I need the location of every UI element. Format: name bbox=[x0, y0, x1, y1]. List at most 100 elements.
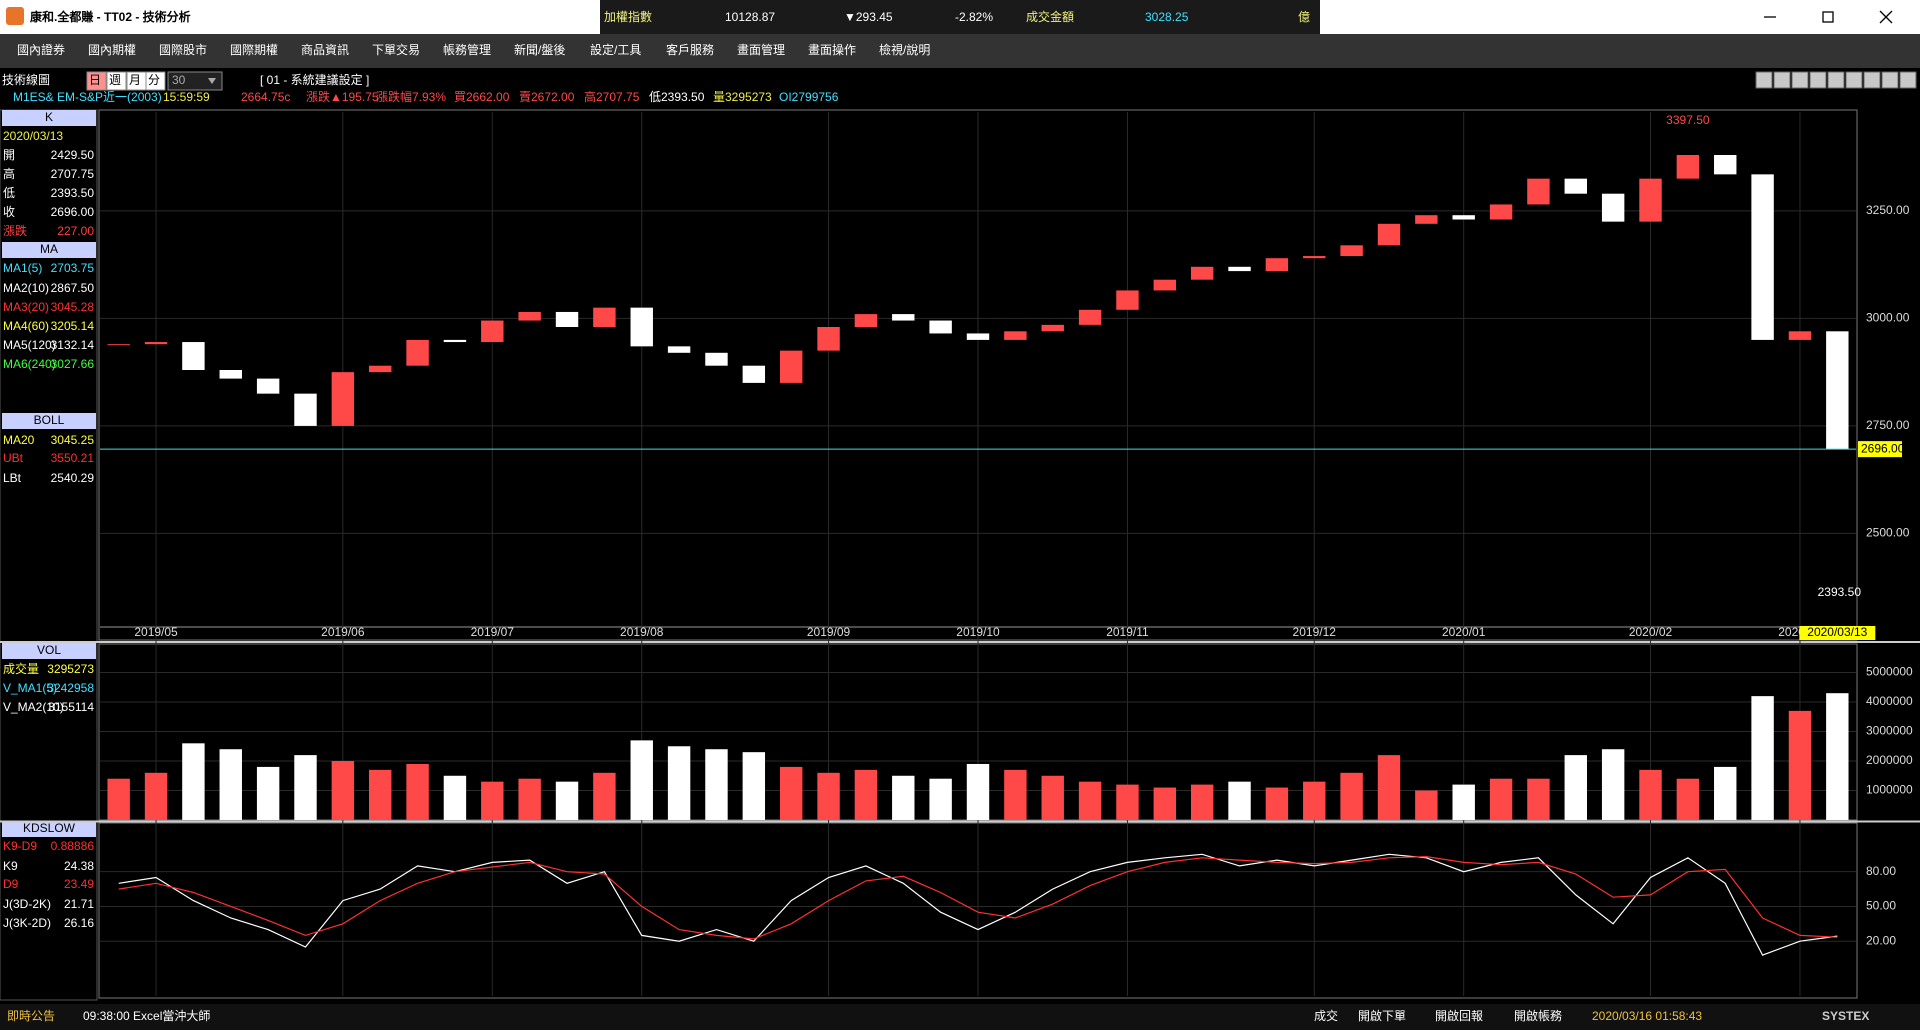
x-tick-label: 2019/11 bbox=[1106, 625, 1149, 639]
interval-select[interactable] bbox=[167, 71, 223, 91]
period-label: 日 bbox=[89, 73, 101, 87]
tool-button[interactable] bbox=[1755, 71, 1773, 89]
volume-bar bbox=[481, 781, 504, 820]
candle-body bbox=[1303, 256, 1326, 259]
candle-body bbox=[256, 378, 280, 394]
candle-body bbox=[1751, 174, 1774, 340]
tool-button[interactable] bbox=[1881, 71, 1899, 89]
tool-button[interactable] bbox=[1809, 71, 1827, 89]
y-tick-label: 5000000 bbox=[1866, 665, 1913, 679]
menu-item[interactable]: 國際股市 bbox=[159, 42, 207, 57]
menu-item[interactable]: 畫面管理 bbox=[737, 42, 785, 57]
tool-button[interactable] bbox=[1791, 71, 1809, 89]
candle-body bbox=[1078, 309, 1102, 325]
status-button[interactable]: 成交 bbox=[1314, 1008, 1338, 1023]
menu-item[interactable]: 國內期權 bbox=[88, 43, 136, 57]
tool-button[interactable] bbox=[1845, 71, 1863, 89]
window-title: 康和.全都賺 - TT02 - 技術分析 bbox=[30, 9, 191, 24]
app-icon bbox=[6, 7, 24, 25]
period-button[interactable] bbox=[145, 71, 166, 91]
candle-body bbox=[369, 365, 392, 373]
status-datetime: 2020/03/16 01:58:43 bbox=[1592, 1009, 1702, 1023]
volume-bar bbox=[892, 775, 915, 820]
x-tick-label: 2020/02 bbox=[1629, 625, 1673, 639]
volume-bar bbox=[1639, 769, 1662, 820]
status-button[interactable]: 開啟帳務 bbox=[1514, 1008, 1562, 1023]
row-label: K9-D9 bbox=[3, 839, 37, 853]
section-header-bg bbox=[2, 242, 96, 258]
candle-body bbox=[1340, 245, 1363, 257]
y-tick-label: 80.00 bbox=[1866, 864, 1896, 878]
volume-bar bbox=[1377, 755, 1401, 820]
menu-item[interactable]: 下單交易 bbox=[372, 42, 420, 57]
menu-item[interactable]: 國內證券 bbox=[17, 42, 65, 57]
menu-item[interactable]: 商品資訊 bbox=[301, 42, 349, 57]
menu-item[interactable]: 畫面操作 bbox=[808, 42, 856, 57]
x-tick-label: 2019/10 bbox=[956, 625, 1000, 639]
volume-bar bbox=[1826, 693, 1849, 820]
row-label: J(3D-2K) bbox=[3, 897, 51, 911]
menu-item[interactable]: 檢視/說明 bbox=[879, 42, 930, 57]
row-label: LBt bbox=[3, 471, 22, 485]
row-label: MA4(60) bbox=[3, 319, 49, 333]
volume-bar bbox=[1452, 784, 1475, 820]
section-header-bg bbox=[2, 413, 96, 429]
quote-field: 15:59:59 bbox=[163, 90, 210, 104]
volume-bar bbox=[219, 749, 242, 820]
candle-body bbox=[555, 311, 579, 327]
row-label: 開 bbox=[3, 148, 15, 162]
volume-bar bbox=[929, 778, 952, 820]
candle-body bbox=[892, 314, 915, 321]
period-button[interactable] bbox=[106, 71, 127, 91]
menu-item[interactable]: 客戶服務 bbox=[666, 42, 714, 57]
close-button[interactable] bbox=[1879, 10, 1893, 24]
volume-bar bbox=[705, 749, 728, 820]
menu-item[interactable]: 設定/工具 bbox=[590, 42, 641, 57]
tool-button[interactable] bbox=[1863, 71, 1881, 89]
row-label: V_MA1(5) bbox=[3, 681, 57, 695]
candle-body bbox=[144, 342, 168, 345]
row-value: 3295273 bbox=[47, 662, 94, 676]
menu-item[interactable]: 帳務管理 bbox=[443, 42, 491, 57]
menu-item[interactable]: 新聞/盤後 bbox=[514, 42, 565, 57]
chart-area bbox=[0, 68, 1920, 1004]
maximize-button[interactable] bbox=[1822, 11, 1834, 23]
status-button[interactable]: 開啟下單 bbox=[1358, 1008, 1406, 1023]
row-label: V_MA2(10) bbox=[3, 700, 64, 714]
last-date-tag bbox=[1799, 626, 1876, 640]
row-value: 3132.14 bbox=[51, 338, 95, 352]
y-tick-label: 20.00 bbox=[1866, 933, 1896, 947]
y-tick-label: 2000000 bbox=[1866, 753, 1913, 767]
period-button[interactable] bbox=[86, 71, 107, 91]
candle-body bbox=[1415, 215, 1438, 224]
x-tick-label: 2020/01 bbox=[1442, 625, 1486, 639]
candle-body bbox=[518, 311, 541, 321]
tool-button[interactable] bbox=[1827, 71, 1845, 89]
row-value: 2703.75 bbox=[51, 261, 95, 275]
row-value: 26.16 bbox=[64, 916, 94, 930]
candle-body bbox=[294, 393, 317, 426]
candle-body bbox=[481, 320, 504, 343]
volume-bar bbox=[1153, 787, 1177, 820]
menu-item[interactable]: 國際期權 bbox=[230, 43, 278, 57]
row-value: 3045.28 bbox=[51, 300, 95, 314]
candle-body bbox=[1004, 331, 1027, 340]
interval-value: 30 bbox=[172, 73, 186, 87]
section-date: 2020/03/13 bbox=[3, 129, 63, 143]
section-header: MA bbox=[40, 242, 58, 256]
tool-button[interactable] bbox=[1899, 71, 1917, 89]
section-header: BOLL bbox=[34, 413, 65, 427]
row-value: 21.71 bbox=[64, 897, 94, 911]
candle-body bbox=[1714, 155, 1737, 175]
volume-bar bbox=[1788, 710, 1812, 820]
candle-body bbox=[1826, 331, 1849, 450]
volume-bar bbox=[107, 778, 130, 820]
volume-bar bbox=[667, 746, 691, 820]
y-tick-label: 3000.00 bbox=[1866, 311, 1910, 325]
period-label: 分 bbox=[148, 73, 160, 87]
min-label: 2393.50 bbox=[1818, 585, 1862, 599]
tool-button[interactable] bbox=[1773, 71, 1791, 89]
row-label: MA20 bbox=[3, 433, 35, 447]
status-button[interactable]: 開啟回報 bbox=[1435, 1008, 1483, 1023]
volume-bar bbox=[742, 752, 766, 820]
